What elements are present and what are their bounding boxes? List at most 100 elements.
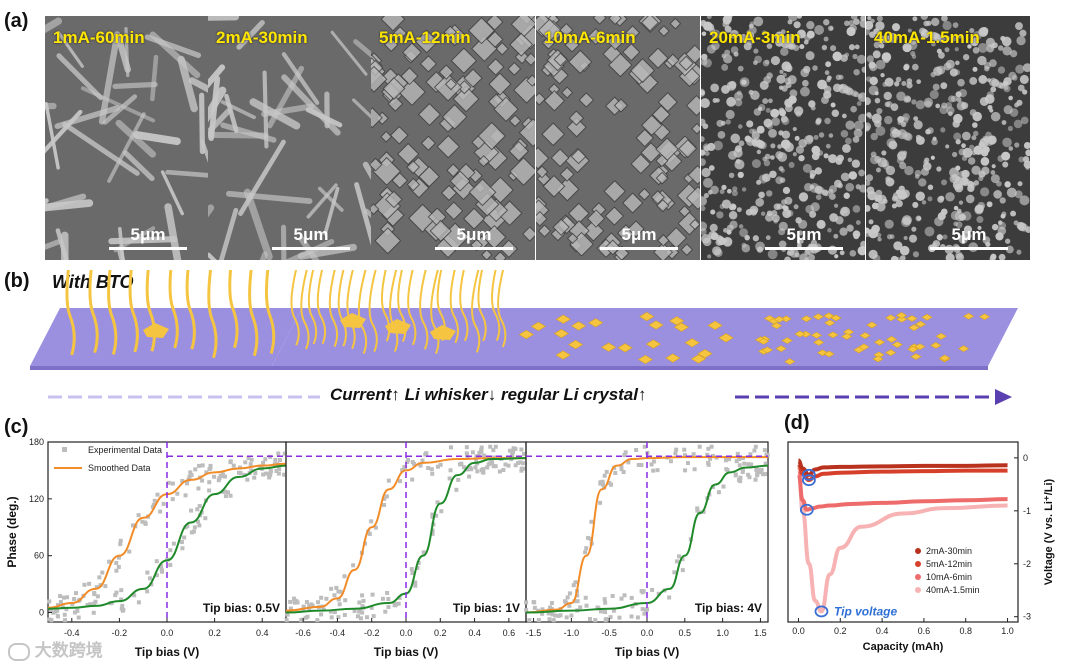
- experimental-point: [493, 444, 498, 449]
- experimental-point: [160, 569, 165, 574]
- experimental-point: [188, 470, 193, 475]
- experimental-point: [352, 608, 357, 613]
- experimental-point: [683, 468, 688, 473]
- experimental-point: [571, 583, 576, 588]
- experimental-point: [435, 464, 440, 469]
- experimental-point: [709, 444, 714, 449]
- experimental-point: [598, 609, 603, 614]
- experimental-point: [430, 512, 435, 517]
- experimental-point: [88, 602, 93, 607]
- experimental-point: [546, 611, 551, 616]
- x-tick-label: 0.4: [876, 626, 889, 636]
- experimental-point: [64, 607, 69, 612]
- experimental-point: [458, 462, 463, 467]
- li-whisker: [248, 270, 259, 357]
- y-tick-label: -3: [1023, 612, 1031, 622]
- sem-micrograph: [866, 16, 1030, 260]
- li-whisker: [145, 270, 156, 352]
- experimental-point: [301, 604, 306, 609]
- li-crystal: [885, 314, 897, 322]
- experimental-point: [367, 531, 372, 536]
- li-whisker: [300, 270, 310, 350]
- experimental-point: [329, 615, 334, 620]
- experimental-point: [364, 615, 369, 620]
- experimental-point: [520, 461, 525, 466]
- experimental-point: [410, 477, 415, 482]
- experimental-point: [651, 459, 656, 464]
- voltage-curve: [796, 461, 1008, 614]
- experimental-point: [569, 613, 574, 618]
- experimental-point: [410, 570, 415, 575]
- experimental-point: [116, 564, 121, 569]
- experimental-point: [76, 615, 81, 620]
- experimental-point: [284, 618, 289, 623]
- li-whisker: [128, 270, 139, 353]
- li-crystal: [886, 336, 898, 343]
- x-tick-label: 1.0: [716, 628, 729, 638]
- experimental-point: [119, 588, 124, 593]
- experimental-point: [398, 479, 403, 484]
- scale-bar-label: 5μm: [456, 225, 492, 244]
- experimental-point: [536, 618, 541, 623]
- experimental-point: [107, 559, 112, 564]
- schematic-title: With BTO: [52, 272, 134, 292]
- experimental-point: [307, 607, 312, 612]
- x-tick-label: 0.0: [792, 626, 805, 636]
- experimental-point: [119, 597, 124, 602]
- experimental-point: [622, 453, 627, 458]
- experimental-point: [370, 592, 375, 597]
- experimental-point: [103, 584, 108, 589]
- experimental-point: [469, 467, 474, 472]
- experimental-point: [737, 463, 742, 468]
- li-whisker: [449, 270, 459, 344]
- experimental-point: [598, 500, 603, 505]
- experimental-point: [386, 604, 391, 609]
- legend-marker: [915, 574, 921, 580]
- experimental-point: [461, 465, 466, 470]
- li-crystal: [858, 343, 870, 351]
- experimental-point: [746, 462, 751, 467]
- experimental-point: [447, 476, 452, 481]
- experimental-point: [547, 617, 552, 622]
- experimental-point: [200, 478, 205, 483]
- experimental-point: [753, 444, 758, 449]
- experimental-point: [166, 480, 171, 485]
- experimental-point: [619, 464, 624, 469]
- experimental-point: [549, 601, 554, 606]
- experimental-point: [168, 562, 173, 567]
- voltage-curve: [797, 458, 1008, 477]
- experimental-point: [369, 605, 374, 610]
- legend-label: 2mA-30min: [926, 546, 972, 556]
- legend: Experimental Data Smoothed Data: [54, 445, 162, 473]
- li-crystal: [800, 315, 813, 323]
- y-tick-label: 60: [34, 551, 44, 561]
- experimental-point: [593, 618, 598, 623]
- experimental-point: [738, 479, 743, 484]
- li-crystal: [891, 341, 903, 349]
- x-tick-label: -0.6: [295, 628, 311, 638]
- li-crystal: [645, 339, 661, 349]
- experimental-point: [524, 600, 529, 605]
- li-crystal: [895, 312, 908, 319]
- sem-condition-label: 5mA-12min: [379, 28, 471, 47]
- experimental-point: [490, 461, 495, 466]
- smoothed-curve: [47, 464, 287, 610]
- experimental-point: [721, 484, 726, 489]
- y-tick-label: 120: [29, 494, 44, 504]
- legend: 2mA-30min 5mA-12min 10mA-6min 40mA-1.5min: [915, 546, 980, 595]
- scale-bar: 5μm: [765, 225, 843, 250]
- sem-condition-label: 20mA-3min: [709, 28, 801, 47]
- experimental-point: [328, 609, 333, 614]
- experimental-point: [217, 476, 222, 481]
- li-crystal: [914, 343, 926, 351]
- experimental-point: [136, 600, 141, 605]
- legend-label: Smoothed Data: [88, 463, 151, 473]
- experimental-point: [635, 615, 640, 620]
- experimental-point: [195, 507, 200, 512]
- experimental-point: [640, 607, 645, 612]
- experimental-point: [685, 461, 690, 466]
- li-crystal: [530, 321, 546, 331]
- li-crystal: [588, 318, 604, 328]
- experimental-point: [191, 529, 196, 534]
- experimental-point: [765, 453, 770, 458]
